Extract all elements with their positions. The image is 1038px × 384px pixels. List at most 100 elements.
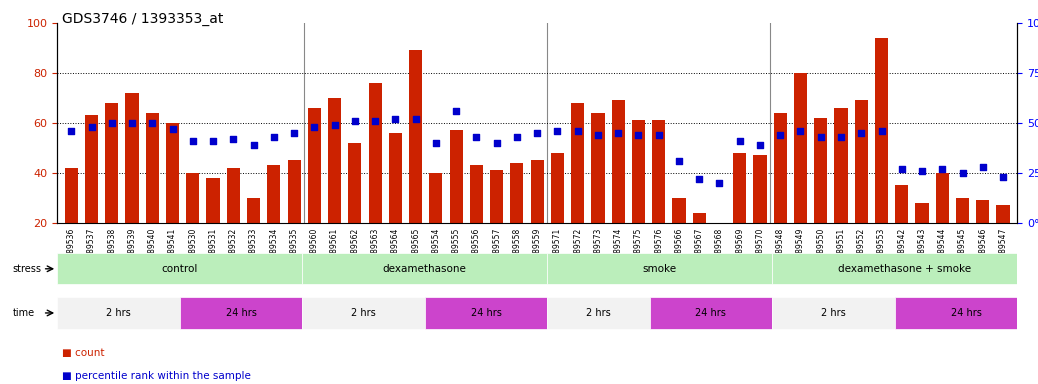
Point bbox=[104, 120, 120, 126]
Point bbox=[387, 116, 404, 122]
FancyBboxPatch shape bbox=[547, 253, 772, 284]
Point bbox=[488, 140, 504, 146]
Point bbox=[711, 180, 728, 186]
Bar bbox=[490, 170, 503, 273]
Bar bbox=[430, 173, 442, 273]
Bar bbox=[895, 185, 908, 273]
Text: dexamethasone + smoke: dexamethasone + smoke bbox=[839, 264, 972, 274]
Bar bbox=[328, 98, 342, 273]
Text: 2 hrs: 2 hrs bbox=[351, 308, 376, 318]
Bar bbox=[956, 198, 969, 273]
Point bbox=[164, 126, 181, 132]
Point bbox=[610, 130, 627, 136]
FancyBboxPatch shape bbox=[57, 297, 180, 328]
Point bbox=[873, 128, 890, 134]
Bar bbox=[996, 205, 1010, 273]
Bar bbox=[207, 178, 220, 273]
Bar bbox=[409, 50, 422, 273]
FancyBboxPatch shape bbox=[895, 297, 1038, 328]
Text: time: time bbox=[12, 308, 34, 318]
Bar bbox=[470, 165, 483, 273]
Point bbox=[630, 132, 647, 138]
Text: smoke: smoke bbox=[643, 264, 677, 274]
Bar bbox=[247, 198, 261, 273]
FancyBboxPatch shape bbox=[772, 253, 1038, 284]
Text: 2 hrs: 2 hrs bbox=[586, 308, 610, 318]
Text: 24 hrs: 24 hrs bbox=[695, 308, 727, 318]
Point bbox=[549, 128, 566, 134]
Bar bbox=[632, 121, 645, 273]
Text: 2 hrs: 2 hrs bbox=[106, 308, 131, 318]
Bar bbox=[875, 38, 889, 273]
Bar bbox=[349, 143, 361, 273]
Point bbox=[326, 122, 343, 128]
Bar bbox=[713, 250, 726, 273]
Point bbox=[752, 142, 768, 148]
Point bbox=[266, 134, 282, 140]
FancyBboxPatch shape bbox=[425, 297, 547, 328]
Point bbox=[245, 142, 262, 148]
Bar bbox=[854, 101, 868, 273]
Text: 24 hrs: 24 hrs bbox=[470, 308, 501, 318]
FancyBboxPatch shape bbox=[547, 297, 650, 328]
FancyBboxPatch shape bbox=[180, 297, 302, 328]
Point bbox=[813, 134, 829, 140]
Text: GDS3746 / 1393353_at: GDS3746 / 1393353_at bbox=[62, 12, 223, 25]
Point bbox=[83, 124, 100, 130]
Bar bbox=[449, 131, 463, 273]
Bar bbox=[126, 93, 139, 273]
Bar bbox=[530, 161, 544, 273]
Bar bbox=[64, 168, 78, 273]
Bar bbox=[935, 173, 949, 273]
Point bbox=[509, 134, 525, 140]
FancyBboxPatch shape bbox=[57, 253, 302, 284]
Bar bbox=[511, 163, 523, 273]
Text: 24 hrs: 24 hrs bbox=[225, 308, 256, 318]
Point bbox=[447, 108, 464, 114]
Bar bbox=[145, 113, 159, 273]
Bar bbox=[166, 123, 180, 273]
Point bbox=[975, 164, 991, 170]
Point bbox=[732, 138, 748, 144]
Bar bbox=[733, 153, 746, 273]
Bar bbox=[571, 103, 584, 273]
Point bbox=[994, 174, 1011, 180]
Point bbox=[570, 128, 586, 134]
Point bbox=[225, 136, 242, 142]
Text: 24 hrs: 24 hrs bbox=[951, 308, 982, 318]
Bar bbox=[835, 108, 848, 273]
Bar bbox=[389, 133, 402, 273]
Point bbox=[468, 134, 485, 140]
Point bbox=[691, 176, 708, 182]
Text: ■ percentile rank within the sample: ■ percentile rank within the sample bbox=[62, 371, 251, 381]
Bar bbox=[652, 121, 665, 273]
Bar bbox=[773, 113, 787, 273]
Text: control: control bbox=[162, 264, 198, 274]
Point bbox=[428, 140, 444, 146]
Point bbox=[913, 168, 930, 174]
Text: 2 hrs: 2 hrs bbox=[821, 308, 846, 318]
Point bbox=[832, 134, 849, 140]
Bar bbox=[814, 118, 827, 273]
Bar bbox=[186, 173, 199, 273]
Bar bbox=[226, 168, 240, 273]
Point bbox=[347, 118, 363, 124]
Bar bbox=[692, 213, 706, 273]
Bar bbox=[916, 203, 929, 273]
Text: stress: stress bbox=[12, 264, 42, 274]
Bar bbox=[754, 155, 767, 273]
Bar bbox=[673, 198, 685, 273]
Bar bbox=[288, 161, 301, 273]
Point bbox=[853, 130, 870, 136]
Point bbox=[772, 132, 789, 138]
Point bbox=[954, 170, 971, 176]
Bar bbox=[976, 200, 989, 273]
Bar bbox=[307, 108, 321, 273]
FancyBboxPatch shape bbox=[302, 297, 425, 328]
Point bbox=[529, 130, 546, 136]
Bar bbox=[611, 101, 625, 273]
Bar bbox=[368, 83, 382, 273]
Point bbox=[894, 166, 910, 172]
Bar bbox=[105, 103, 118, 273]
Point bbox=[185, 138, 201, 144]
